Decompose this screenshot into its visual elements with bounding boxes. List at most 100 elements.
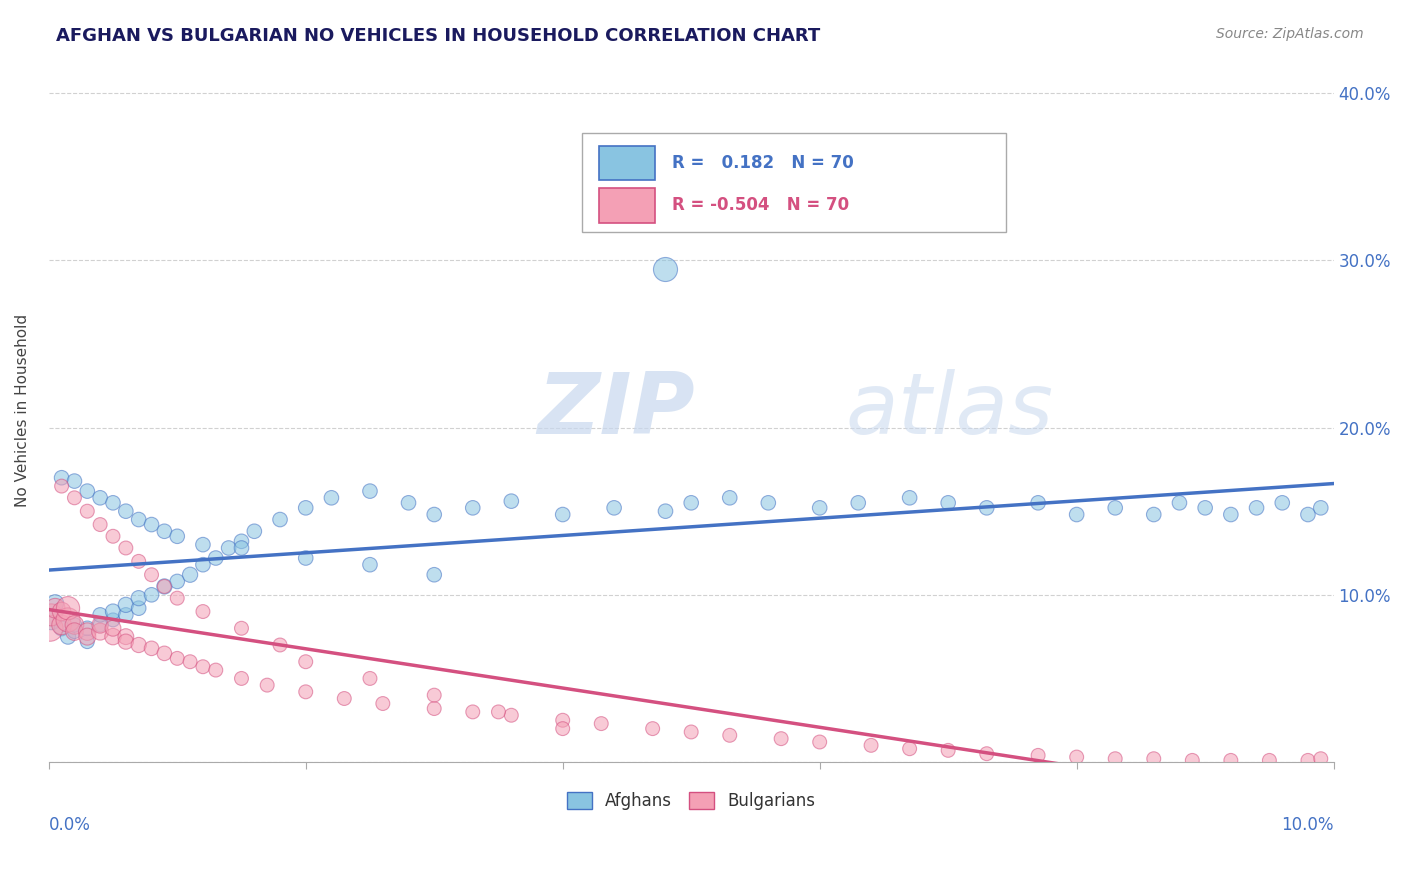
- Point: [76, 484, 98, 499]
- Point: [551, 508, 574, 522]
- Point: [89, 491, 111, 505]
- Point: [231, 621, 253, 635]
- Point: [101, 496, 124, 510]
- Point: [269, 638, 291, 652]
- Point: [1066, 750, 1088, 764]
- Point: [294, 551, 316, 566]
- Text: R =   0.182   N = 70: R = 0.182 N = 70: [672, 153, 853, 172]
- Point: [1104, 752, 1126, 766]
- Point: [89, 618, 111, 632]
- Point: [101, 630, 124, 644]
- Point: [654, 261, 676, 276]
- Point: [551, 722, 574, 736]
- Point: [808, 735, 831, 749]
- Point: [243, 524, 266, 539]
- Point: [1104, 500, 1126, 515]
- Point: [1194, 500, 1216, 515]
- Y-axis label: No Vehicles in Household: No Vehicles in Household: [15, 314, 30, 508]
- Text: AFGHAN VS BULGARIAN NO VEHICLES IN HOUSEHOLD CORRELATION CHART: AFGHAN VS BULGARIAN NO VEHICLES IN HOUSE…: [56, 27, 821, 45]
- Point: [128, 512, 150, 526]
- Point: [204, 663, 226, 677]
- Point: [1026, 496, 1049, 510]
- Point: [603, 500, 626, 515]
- Text: Source: ZipAtlas.com: Source: ZipAtlas.com: [1216, 27, 1364, 41]
- Point: [501, 708, 523, 723]
- Point: [141, 567, 163, 582]
- Point: [128, 554, 150, 568]
- Point: [756, 496, 779, 510]
- Point: [63, 491, 86, 505]
- Point: [1296, 508, 1319, 522]
- Point: [488, 705, 510, 719]
- Point: [63, 618, 86, 632]
- Point: [1066, 508, 1088, 522]
- Point: [101, 605, 124, 619]
- Point: [461, 705, 484, 719]
- Point: [591, 716, 613, 731]
- Point: [101, 613, 124, 627]
- Point: [1143, 508, 1166, 522]
- Point: [41, 607, 63, 622]
- Text: ZIP: ZIP: [537, 369, 695, 452]
- Point: [56, 630, 79, 644]
- Point: [115, 607, 138, 622]
- Point: [166, 529, 188, 543]
- Point: [321, 491, 343, 505]
- Point: [51, 605, 73, 619]
- Point: [44, 601, 66, 615]
- Point: [808, 500, 831, 515]
- Point: [423, 567, 446, 582]
- Point: [936, 496, 959, 510]
- Point: [63, 618, 86, 632]
- Point: [141, 641, 163, 656]
- Point: [89, 618, 111, 632]
- Point: [141, 517, 163, 532]
- Point: [641, 722, 664, 736]
- Point: [115, 504, 138, 518]
- Point: [56, 613, 79, 627]
- Point: [51, 618, 73, 632]
- Point: [115, 541, 138, 555]
- Point: [1271, 496, 1294, 510]
- Point: [128, 591, 150, 606]
- Point: [141, 588, 163, 602]
- Point: [128, 638, 150, 652]
- Point: [269, 512, 291, 526]
- Point: [128, 601, 150, 615]
- Point: [191, 659, 214, 673]
- Point: [191, 558, 214, 572]
- Point: [359, 484, 381, 499]
- Text: R = -0.504   N = 70: R = -0.504 N = 70: [672, 196, 849, 214]
- Point: [1181, 753, 1204, 767]
- Point: [51, 479, 73, 493]
- Point: [423, 701, 446, 715]
- Point: [423, 508, 446, 522]
- Point: [231, 672, 253, 686]
- Point: [153, 524, 176, 539]
- Point: [1168, 496, 1191, 510]
- Legend: Afghans, Bulgarians: Afghans, Bulgarians: [561, 786, 823, 817]
- Text: 10.0%: 10.0%: [1281, 815, 1334, 834]
- Point: [976, 747, 998, 761]
- Point: [76, 504, 98, 518]
- Point: [1219, 753, 1241, 767]
- Point: [101, 621, 124, 635]
- Point: [1026, 748, 1049, 763]
- FancyBboxPatch shape: [599, 188, 655, 223]
- Point: [115, 630, 138, 644]
- Point: [89, 517, 111, 532]
- Point: [423, 688, 446, 702]
- Point: [76, 624, 98, 639]
- Point: [898, 741, 921, 756]
- Point: [63, 474, 86, 488]
- Text: 0.0%: 0.0%: [49, 815, 90, 834]
- Point: [1296, 753, 1319, 767]
- Point: [153, 579, 176, 593]
- Point: [294, 685, 316, 699]
- Point: [359, 672, 381, 686]
- Point: [551, 713, 574, 727]
- Point: [179, 567, 201, 582]
- Point: [101, 529, 124, 543]
- Point: [681, 496, 703, 510]
- Point: [166, 651, 188, 665]
